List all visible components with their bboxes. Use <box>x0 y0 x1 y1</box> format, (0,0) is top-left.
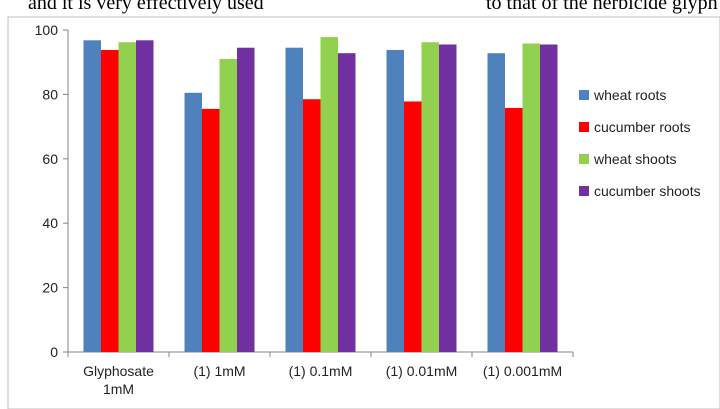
legend: wheat roots cucumber roots wheat shoots cuc… <box>579 87 701 199</box>
x-tick-label: (1) 0.01mM <box>386 363 458 379</box>
bar-cucumber-shoots <box>540 44 558 353</box>
bar-cucumber-roots <box>303 99 321 352</box>
bar-cucumber-roots <box>404 101 422 352</box>
x-tick-label: (1) 0.1mM <box>289 363 353 379</box>
bar-wheat-roots <box>184 92 202 352</box>
y-tick-label: 100 <box>35 22 59 38</box>
x-tick-label: (1) 1mM <box>193 363 245 379</box>
x-tick-label: 1mM <box>103 381 134 397</box>
legend-label: wheat shoots <box>593 151 677 167</box>
y-tick-label: 60 <box>42 151 58 167</box>
legend-swatch <box>579 122 589 132</box>
bar-cucumber-shoots <box>237 47 255 353</box>
bar-wheat-roots <box>285 47 303 353</box>
bar-cucumber-roots <box>505 107 523 352</box>
bar-wheat-roots <box>487 53 505 353</box>
bar-cucumber-shoots <box>136 40 154 352</box>
bars <box>83 37 558 353</box>
y-tick-labels: 0 20 40 60 80 100 <box>35 22 59 360</box>
bar-wheat-shoots <box>421 42 439 353</box>
bar-cucumber-shoots <box>439 44 457 353</box>
caption-fragment: and it is very effectively used to that … <box>28 0 718 14</box>
y-tick-label: 80 <box>42 86 58 102</box>
y-tick-label: 0 <box>50 344 58 360</box>
caption-fragment-left: and it is very effectively used <box>28 0 264 14</box>
legend-label: cucumber shoots <box>594 183 701 199</box>
legend-swatch <box>579 154 589 164</box>
chart-frame <box>7 16 720 409</box>
x-tick-label: (1) 0.001mM <box>483 363 562 379</box>
bar-cucumber-roots <box>202 108 220 352</box>
bar-wheat-shoots <box>219 58 237 352</box>
bar-wheat-shoots <box>522 43 540 353</box>
legend-label: wheat roots <box>593 87 666 103</box>
bar-wheat-roots <box>386 49 404 353</box>
bar-wheat-shoots <box>320 37 338 353</box>
bar-wheat-shoots <box>118 42 136 353</box>
legend-swatch <box>579 90 589 100</box>
legend-swatch <box>579 186 589 196</box>
caption-fragment-right: to that of the herbicide glyph <box>486 0 718 14</box>
bar-cucumber-shoots <box>338 53 356 353</box>
bar-wheat-roots <box>83 40 101 352</box>
x-tick-label: Glyphosate <box>83 363 154 379</box>
bar-cucumber-roots <box>101 49 119 353</box>
x-tick-labels: Glyphosate 1mM (1) 1mM (1) 0.1mM (1) 0.01mM (… <box>83 363 562 397</box>
y-tick-label: 40 <box>42 215 58 231</box>
legend-label: cucumber roots <box>594 119 690 135</box>
y-tick-label: 20 <box>42 280 58 296</box>
